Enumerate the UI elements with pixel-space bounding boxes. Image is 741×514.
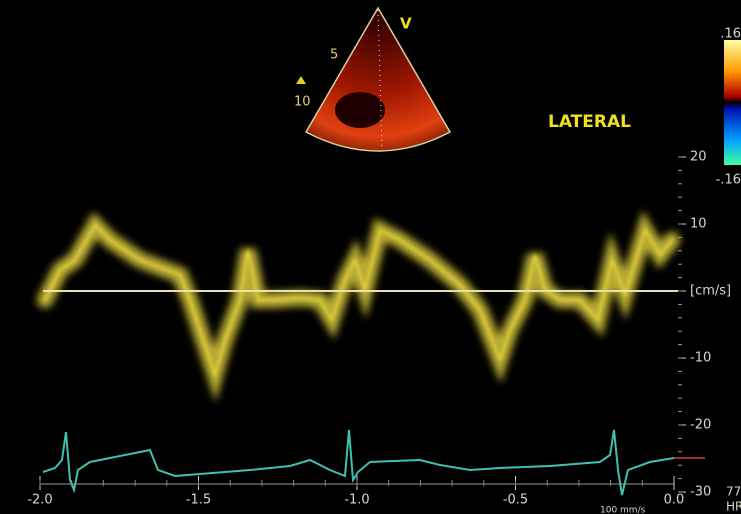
depth-label: 5 <box>330 48 338 63</box>
y-tick-label: [cm/s] <box>690 284 731 299</box>
y-tick-label: -30 <box>690 485 711 500</box>
color-min: -.16 <box>716 173 741 188</box>
color-bar <box>724 40 741 165</box>
x-tick-label: -2.0 <box>27 493 52 508</box>
x-tick-label: -1.5 <box>186 493 211 508</box>
heart-rate: 77 <box>726 485 741 499</box>
doppler-screen: V 5 10 LATERAL .16 -.16 100 mm/s 77 HR 2… <box>0 0 741 514</box>
sweep-speed: 100 mm/s <box>600 506 646 514</box>
view-title: LATERAL <box>548 112 631 132</box>
y-tick-label: -20 <box>690 418 711 433</box>
x-tick-label: -0.5 <box>503 493 528 508</box>
echo-cavity <box>335 92 385 128</box>
y-tick-label: 10 <box>690 217 707 232</box>
y-tick-label: 20 <box>690 150 707 165</box>
x-tick-label: 0.0 <box>664 493 685 508</box>
sector-label: V <box>400 15 412 33</box>
heart-rate-label: HR <box>726 500 741 514</box>
depth-label: 10 <box>294 95 311 110</box>
color-max: .16 <box>720 27 741 42</box>
x-tick-label: -1.0 <box>344 493 369 508</box>
y-tick-label: -10 <box>690 351 711 366</box>
